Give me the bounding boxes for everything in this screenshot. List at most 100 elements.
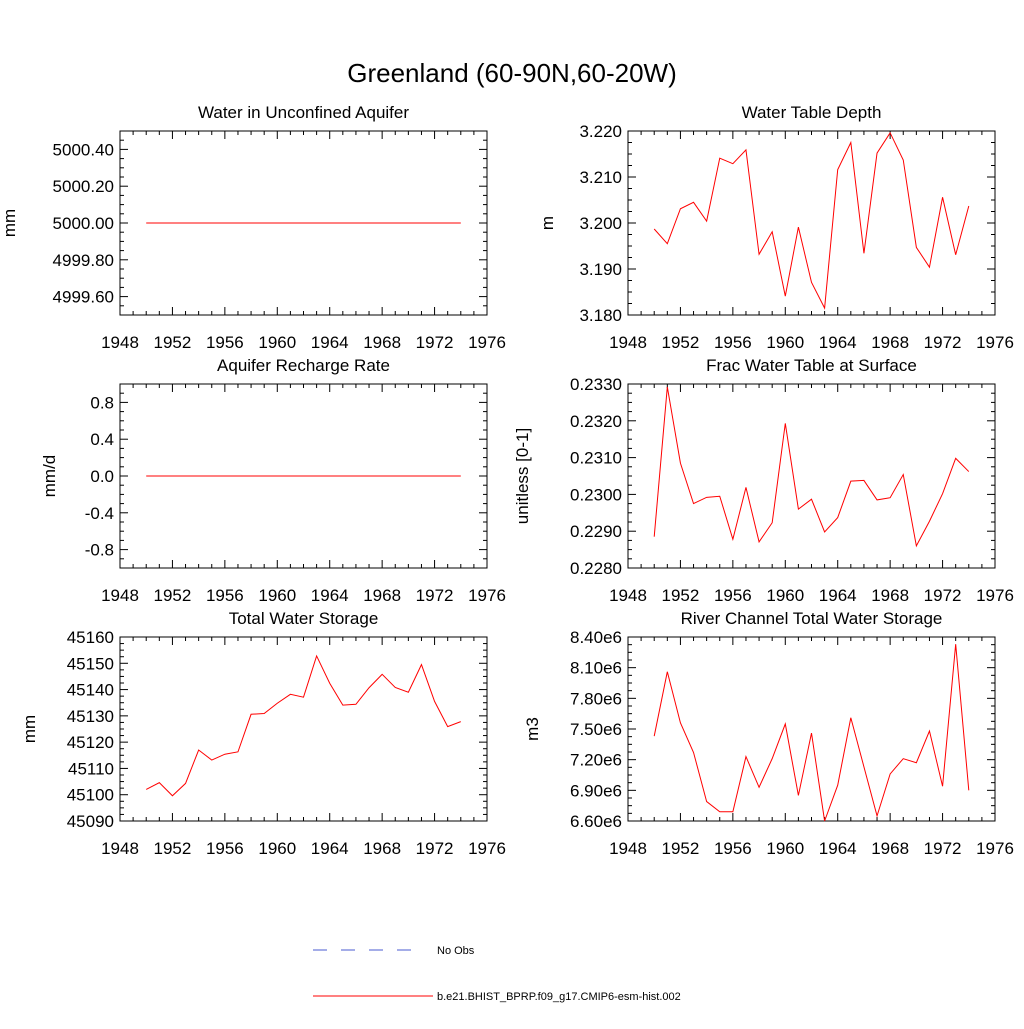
y-tick-label: 0.2290 <box>570 522 622 541</box>
x-tick-label: 1952 <box>154 333 192 352</box>
x-tick-label: 1952 <box>662 839 700 858</box>
y-tick-label: 6.60e6 <box>570 812 622 831</box>
x-tick-label: 1948 <box>609 839 647 858</box>
figure-title: Greenland (60-90N,60-20W) <box>347 58 677 88</box>
x-tick-label: 1968 <box>363 333 401 352</box>
x-tick-label: 1968 <box>871 586 909 605</box>
x-tick-label: 1964 <box>819 839 857 858</box>
x-tick-label: 1956 <box>714 586 752 605</box>
chart-panels: Water in Unconfined Aquifer mm 1948 1952 195… <box>0 103 1014 858</box>
x-tick-label: 1948 <box>101 839 139 858</box>
y-axis-label: mm/d <box>40 455 59 498</box>
y-tick-label: -0.8 <box>85 541 114 560</box>
x-tick-label: 1964 <box>311 586 349 605</box>
x-tick-label: 1948 <box>609 333 647 352</box>
y-tick-label: 0.2330 <box>570 375 622 394</box>
y-tick-label: 45140 <box>67 681 114 700</box>
x-tick-label: 1976 <box>976 333 1014 352</box>
y-tick-label: 0.0 <box>90 467 114 486</box>
y-tick-label: 5000.20 <box>53 177 114 196</box>
x-tick-label: 1968 <box>363 839 401 858</box>
x-tick-label: 1972 <box>924 333 962 352</box>
x-tick-label: 1972 <box>416 333 454 352</box>
x-tick-label: 1976 <box>468 586 506 605</box>
y-tick-label: 45100 <box>67 786 114 805</box>
x-tick-label: 1964 <box>311 333 349 352</box>
x-tick-label: 1952 <box>662 586 700 605</box>
x-tick-label: 1968 <box>871 333 909 352</box>
chart-title: Water in Unconfined Aquifer <box>198 103 409 122</box>
y-tick-label: 8.10e6 <box>570 659 622 678</box>
y-tick-label: 0.2300 <box>570 485 622 504</box>
y-axis-label: mm <box>0 209 19 237</box>
chart-title: Water Table Depth <box>742 103 882 122</box>
y-tick-label: 0.2320 <box>570 412 622 431</box>
x-tick-label: 1952 <box>154 839 192 858</box>
plot-frame <box>627 383 996 569</box>
x-tick-label: 1972 <box>924 839 962 858</box>
y-tick-label: 45120 <box>67 733 114 752</box>
x-tick-label: 1964 <box>819 333 857 352</box>
y-tick-label: 7.20e6 <box>570 751 622 770</box>
chart-panel-4: Frac Water Table at Surface unitless [0-1… <box>513 356 1014 605</box>
chart-title: River Channel Total Water Storage <box>681 609 943 628</box>
x-tick-label: 1960 <box>258 586 296 605</box>
y-axis-label: unitless [0-1] <box>513 428 532 524</box>
x-tick-label: 1952 <box>154 586 192 605</box>
chart-title: Frac Water Table at Surface <box>706 356 917 375</box>
chart-title: Aquifer Recharge Rate <box>217 356 390 375</box>
y-tick-label: 3.180 <box>579 306 622 325</box>
x-tick-label: 1952 <box>662 333 700 352</box>
chart-panel-1: Water in Unconfined Aquifer mm 1948 1952 195… <box>0 103 506 352</box>
y-tick-label: 45090 <box>67 812 114 831</box>
x-tick-label: 1948 <box>609 586 647 605</box>
legend: No Obs b.e21.BHIST_BPRP.f09_g17.CMIP6-es… <box>313 945 681 1003</box>
y-tick-label: 8.40e6 <box>570 628 622 647</box>
y-tick-label: 45150 <box>67 654 114 673</box>
x-tick-label: 1964 <box>311 839 349 858</box>
legend-label-model-run: b.e21.BHIST_BPRP.f09_g17.CMIP6-esm-hist.… <box>437 991 681 1003</box>
y-tick-label: 4999.80 <box>53 251 114 270</box>
y-tick-label: 45160 <box>67 628 114 647</box>
x-tick-label: 1956 <box>206 839 244 858</box>
y-tick-label: 7.50e6 <box>570 720 622 739</box>
x-tick-label: 1956 <box>714 333 752 352</box>
x-tick-label: 1960 <box>766 586 804 605</box>
y-tick-label: 3.220 <box>579 122 622 141</box>
x-tick-label: 1956 <box>206 586 244 605</box>
legend-label-no-obs: No Obs <box>437 945 475 957</box>
y-tick-label: 4999.60 <box>53 288 114 307</box>
x-tick-label: 1960 <box>766 333 804 352</box>
x-tick-label: 1976 <box>976 839 1014 858</box>
chart-panel-5: Total Water Storage mm 1948 1952 1956 1960 196… <box>20 609 506 858</box>
y-tick-label: 0.2310 <box>570 449 622 468</box>
chart-panel-3: Aquifer Recharge Rate mm/d 1948 1952 1956 196… <box>40 356 506 605</box>
y-tick-label: 3.210 <box>579 168 622 187</box>
x-tick-label: 1960 <box>258 333 296 352</box>
x-tick-label: 1948 <box>101 333 139 352</box>
y-tick-label: 5000.00 <box>53 214 114 233</box>
y-axis-label: m <box>538 216 557 230</box>
x-tick-label: 1972 <box>416 586 454 605</box>
x-tick-label: 1968 <box>363 586 401 605</box>
y-tick-label: 0.8 <box>90 393 114 412</box>
series-line-1 <box>653 131 970 310</box>
x-tick-label: 1976 <box>468 333 506 352</box>
y-tick-label: 3.190 <box>579 260 622 279</box>
x-tick-label: 1968 <box>871 839 909 858</box>
x-tick-label: 1956 <box>714 839 752 858</box>
x-tick-label: 1972 <box>416 839 454 858</box>
y-tick-label: 6.90e6 <box>570 781 622 800</box>
chart-panel-2: Water Table Depth m 1948 1952 1956 1960 1964 19… <box>538 103 1014 352</box>
series-line-1 <box>653 386 970 548</box>
chart-panel-6: River Channel Total Water Storage m3 1948 1… <box>523 609 1014 858</box>
x-tick-label: 1960 <box>766 839 804 858</box>
x-tick-label: 1956 <box>206 333 244 352</box>
x-tick-label: 1976 <box>468 839 506 858</box>
series-line-1 <box>145 654 461 797</box>
plot-frame <box>627 130 996 316</box>
y-axis-label: mm <box>20 715 39 743</box>
x-tick-label: 1948 <box>101 586 139 605</box>
